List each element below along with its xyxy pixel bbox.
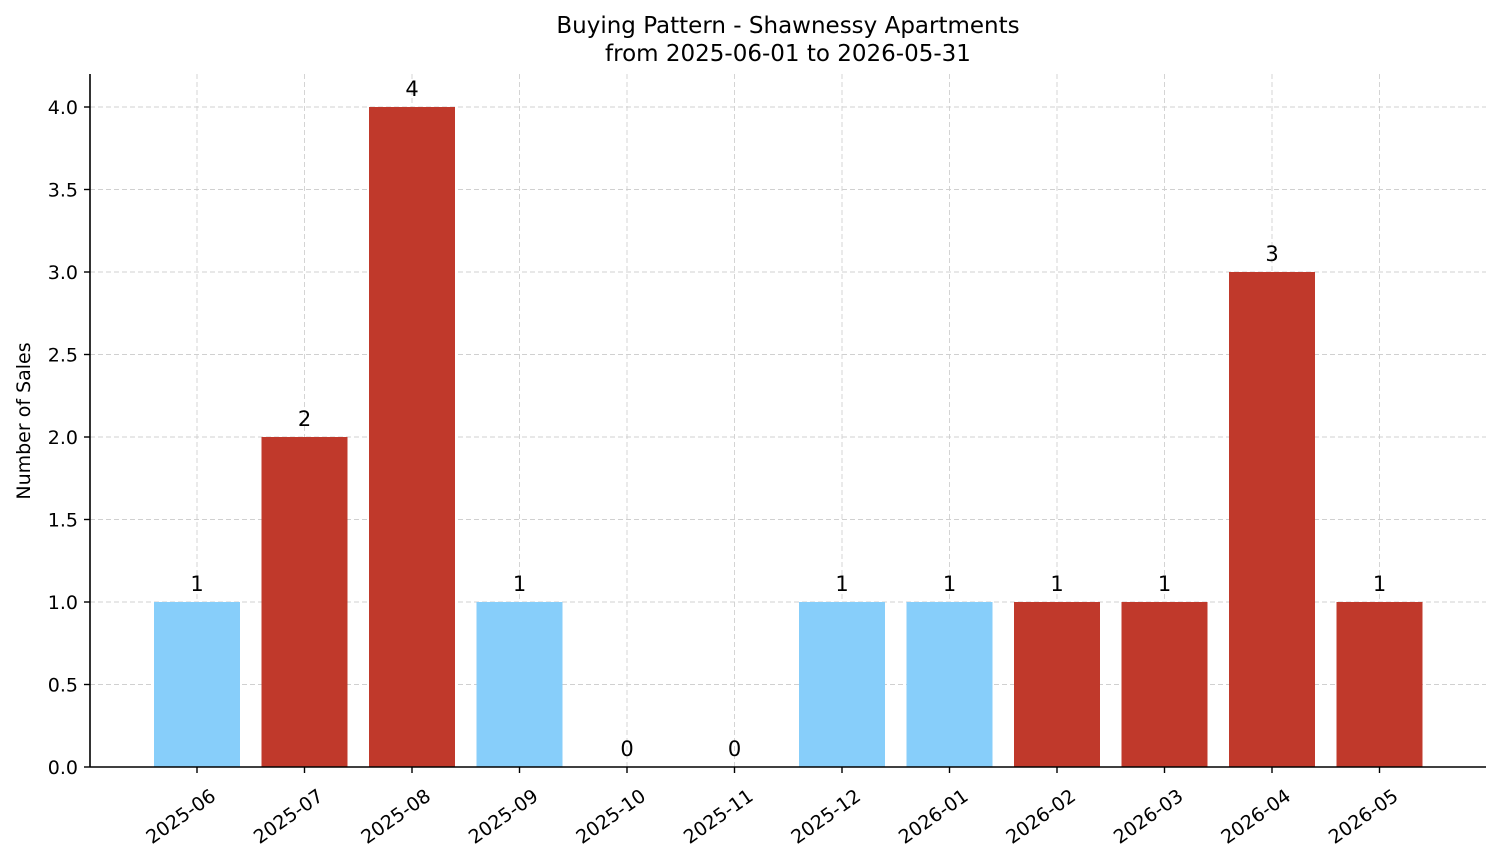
bar-data-label: 4 (405, 77, 418, 101)
bar-data-label: 1 (943, 572, 956, 596)
bars (154, 107, 1423, 767)
y-tick-label: 0.5 (48, 675, 78, 697)
bar (1336, 602, 1423, 767)
data-labels: 1 2 4 1 0 0 1 1 1 1 3 1 (190, 77, 1386, 761)
y-tick-label: 4.0 (48, 97, 78, 119)
bar-data-label: 2 (298, 407, 311, 431)
x-tick-label: 2026-01 (895, 785, 973, 849)
bar-data-label: 0 (728, 737, 741, 761)
x-tick-label: 2025-07 (250, 785, 328, 849)
bar-data-label: 1 (190, 572, 203, 596)
y-axis-label: Number of Sales (13, 342, 35, 499)
y-tick-label: 2.0 (48, 427, 78, 449)
chart-subtitle: from 2025-06-01 to 2026-05-31 (605, 41, 971, 67)
x-tick-label: 2025-09 (465, 785, 543, 849)
x-tick-label: 2025-12 (787, 785, 865, 849)
bar (799, 602, 885, 767)
x-tick-label: 2025-06 (142, 785, 220, 849)
bar (1121, 602, 1208, 767)
bar (369, 107, 455, 767)
bar-data-label: 1 (1050, 572, 1063, 596)
bar-data-label: 1 (513, 572, 526, 596)
y-tick-label: 3.0 (48, 262, 78, 284)
bar-data-label: 1 (835, 572, 848, 596)
x-tick-label: 2026-04 (1217, 785, 1295, 849)
x-tick-label: 2026-02 (1002, 785, 1080, 849)
y-tick-label: 0.0 (48, 757, 78, 779)
bar-data-label: 1 (1373, 572, 1386, 596)
y-tick-label: 3.5 (48, 180, 78, 202)
bar (1229, 272, 1315, 767)
x-tick-label: 2026-03 (1110, 785, 1188, 849)
bar-data-label: 1 (1158, 572, 1171, 596)
y-tick-label: 1.0 (48, 592, 78, 614)
bar (261, 437, 348, 767)
bar (1014, 602, 1100, 767)
chart-title: Buying Pattern - Shawnessy Apartments (556, 13, 1019, 39)
x-tick-label: 2026-05 (1325, 785, 1403, 849)
x-tick-label: 2025-10 (572, 785, 650, 849)
x-tick-label: 2025-08 (357, 785, 435, 849)
x-tick-label: 2025-11 (680, 785, 758, 849)
y-tick-label: 2.5 (48, 345, 78, 367)
bar (476, 602, 563, 767)
bar (906, 602, 993, 767)
bar (154, 602, 240, 767)
bar-data-label: 0 (620, 737, 633, 761)
bar-data-label: 3 (1265, 242, 1278, 266)
y-tick-label: 1.5 (48, 510, 78, 532)
